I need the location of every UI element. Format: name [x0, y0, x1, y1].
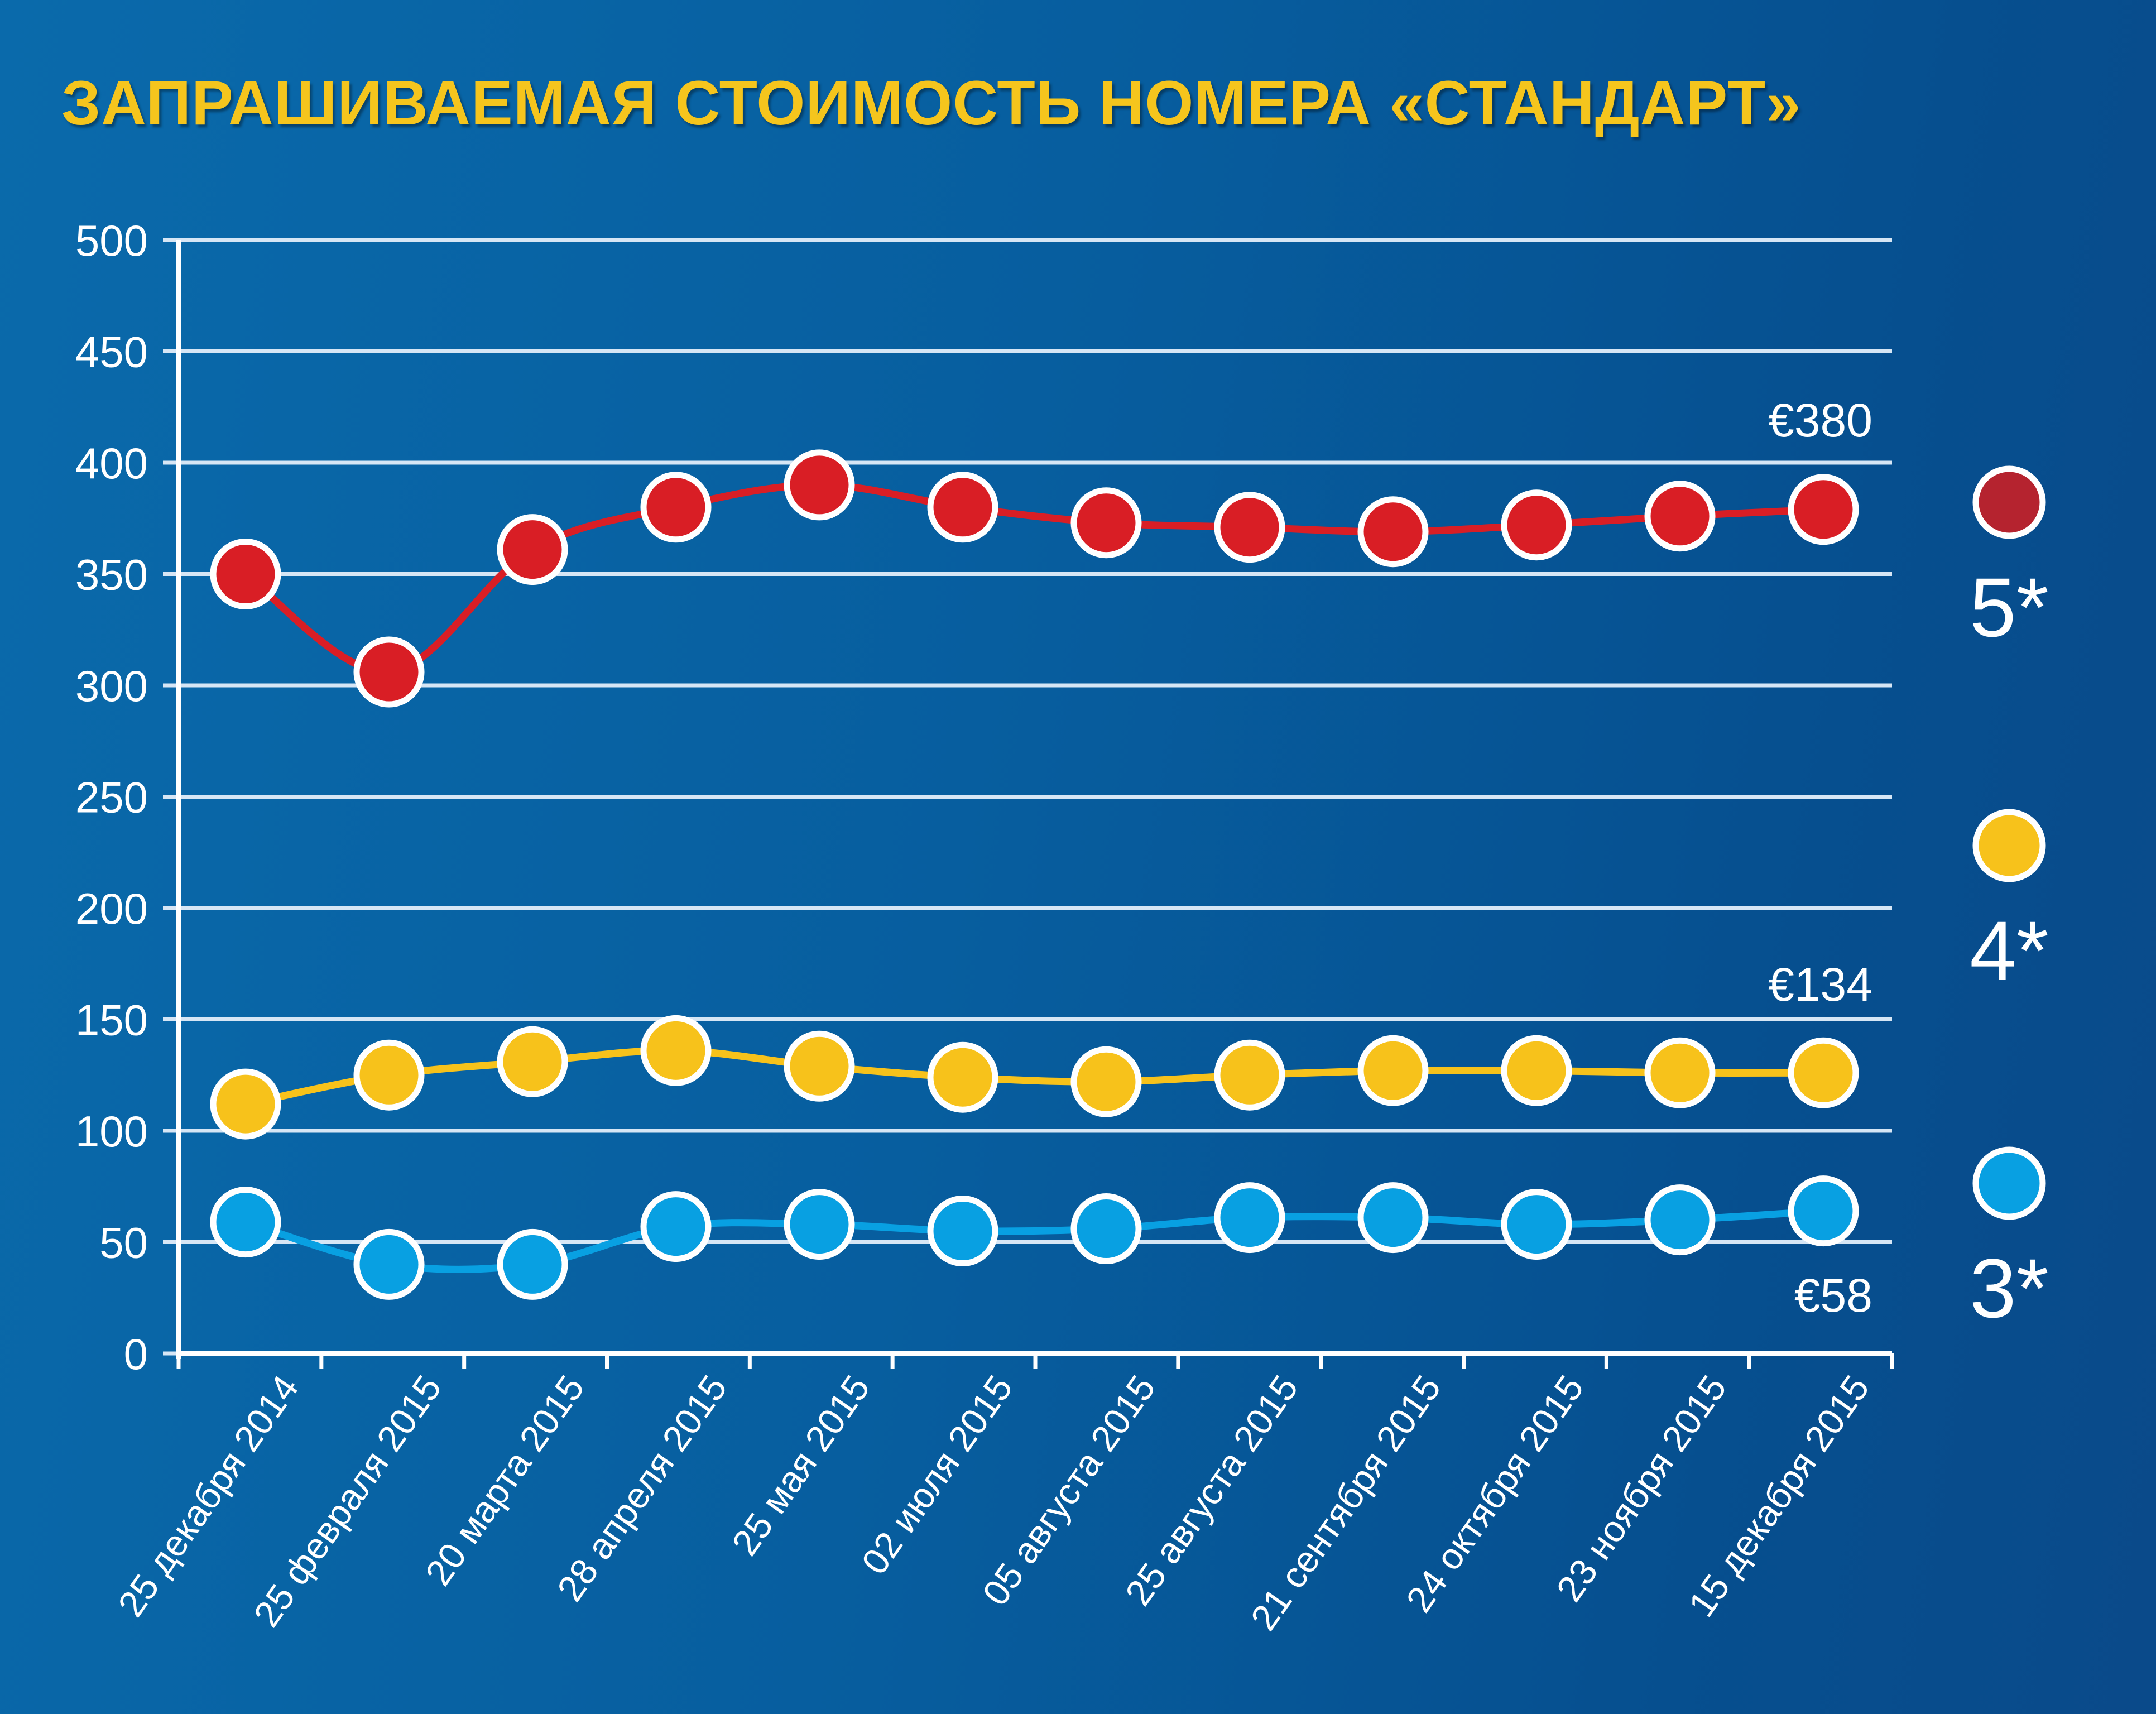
data-point — [1788, 1175, 1859, 1247]
data-point — [210, 1068, 281, 1140]
y-axis-ticks: 0 50 100 150 200 250 300 350 400 450 500 — [75, 216, 148, 1379]
data-point — [1644, 1037, 1716, 1108]
series-line — [244, 1046, 1824, 1108]
legend-marker — [1972, 465, 2046, 539]
data-point — [784, 1030, 855, 1102]
series-group — [210, 449, 1859, 1300]
end-label: €380 — [1768, 394, 1872, 446]
series-3star — [210, 1175, 1859, 1300]
data-point — [640, 472, 712, 543]
data-point — [784, 1189, 855, 1260]
legend-label: 3* — [1970, 1241, 2049, 1335]
data-point — [1788, 474, 1859, 545]
x-tick-label: 02 июля 2015 — [853, 1368, 1020, 1582]
data-point — [1788, 1037, 1859, 1108]
data-point — [927, 1196, 998, 1267]
data-point — [1070, 1046, 1142, 1117]
y-tick-label: 300 — [75, 661, 148, 710]
x-tick-label: 25 мая 2015 — [724, 1368, 878, 1563]
axes — [176, 240, 1894, 1369]
y-tick-label: 200 — [75, 884, 148, 933]
data-point — [784, 449, 855, 521]
y-tick-label: 100 — [75, 1107, 148, 1156]
end-label: €134 — [1768, 958, 1872, 1011]
y-tick-label: 400 — [75, 439, 148, 488]
data-point — [1357, 1182, 1429, 1254]
data-point — [1357, 496, 1429, 568]
data-point — [497, 1026, 568, 1097]
data-point — [1070, 1193, 1142, 1265]
legend-label: 5* — [1970, 560, 2049, 654]
data-point — [1214, 492, 1285, 563]
y-tick-label: 50 — [99, 1218, 148, 1268]
data-point — [497, 514, 568, 585]
data-point — [210, 539, 281, 609]
data-point — [1644, 481, 1716, 552]
data-point — [1501, 1035, 1572, 1106]
y-tick-label: 150 — [75, 996, 148, 1045]
data-point — [1070, 487, 1142, 559]
y-tick-label: 500 — [75, 216, 148, 265]
data-point — [927, 472, 998, 543]
legend-marker — [1972, 809, 2046, 882]
series-line — [243, 481, 1824, 676]
end-label: €58 — [1794, 1269, 1872, 1322]
data-point — [1501, 1189, 1572, 1260]
legend-label: 4* — [1970, 904, 2049, 997]
series-5star — [210, 449, 1859, 708]
y-tick-label: 250 — [75, 773, 148, 822]
data-point — [353, 636, 425, 708]
data-point — [927, 1041, 998, 1113]
legend-marker — [1972, 1146, 2046, 1220]
legend: 5* 4* 3* — [1970, 465, 2049, 1335]
chart-title: ЗАПРАШИВАЕМАЯ СТОИМОСТЬ НОМЕРА «СТАНДАРТ… — [61, 68, 1802, 138]
y-tick-label: 450 — [75, 328, 148, 377]
y-tick-label: 0 — [124, 1329, 148, 1379]
data-point — [353, 1039, 425, 1111]
x-tick-label: 20 марта 2015 — [417, 1368, 592, 1593]
data-point — [1501, 489, 1572, 561]
y-tick-label: 350 — [75, 550, 148, 599]
data-point — [210, 1187, 281, 1258]
data-point — [1214, 1182, 1285, 1254]
data-point — [497, 1228, 568, 1300]
data-point — [1214, 1039, 1285, 1111]
series-4star — [210, 1015, 1859, 1140]
data-point — [1357, 1035, 1429, 1106]
data-point — [640, 1191, 712, 1262]
data-point — [1644, 1184, 1716, 1256]
data-point — [353, 1228, 425, 1300]
end-labels: €380 €134 €58 — [1768, 394, 1872, 1322]
gridlines — [163, 238, 1892, 1356]
data-point — [640, 1015, 712, 1086]
